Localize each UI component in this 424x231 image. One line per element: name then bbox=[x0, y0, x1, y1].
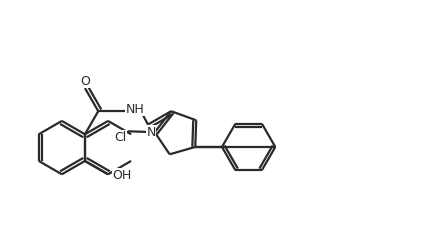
Text: O: O bbox=[80, 75, 90, 88]
Text: NH: NH bbox=[126, 103, 144, 116]
Text: N: N bbox=[146, 126, 156, 139]
Text: OH: OH bbox=[112, 169, 131, 182]
Text: Cl: Cl bbox=[114, 131, 126, 144]
